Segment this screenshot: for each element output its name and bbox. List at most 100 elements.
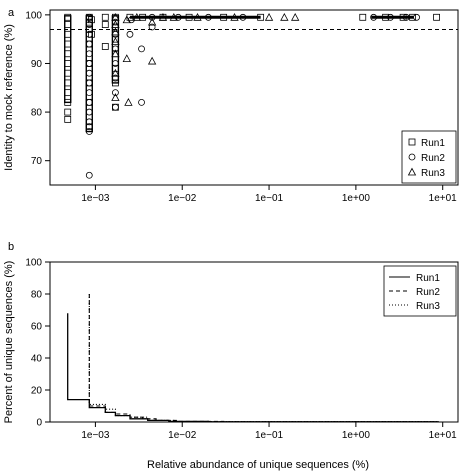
data-point-circle [239,13,247,21]
data-point-circle [85,98,93,106]
y-tick-label: 90 [31,59,43,70]
data-point-triangle [122,15,131,24]
data-point-circle [85,30,93,38]
data-point-square [64,79,72,87]
data-point-circle [85,118,93,126]
data-point-circle [85,21,93,28]
data-point-circle [85,171,93,179]
data-point-circle [85,89,93,97]
panel-a: a Identity to mock reference (%) 1e−03 1e−0… [3,7,459,204]
data-point-triangle [407,167,417,176]
y-axis-label: Percent of unique sequences (%) [3,261,15,424]
data-point-circle [413,13,420,21]
y-tick-label: 20 [31,386,43,397]
data-point-circle [370,13,378,21]
data-point-circle [85,123,93,131]
x-tick-label: 1e−03 [81,430,110,441]
data-point-square [101,13,109,21]
y-tick-label: 0 [36,418,42,429]
data-point-square [220,13,228,21]
legend-label: Run3 [421,168,445,179]
data-point-circle [112,103,119,111]
data-point-square [433,13,440,21]
data-point-square [112,35,119,43]
plot-frame [49,9,459,186]
data-point-circle [387,13,394,21]
data-point-circle [85,50,93,58]
data-point-circle [138,45,145,53]
data-point-triangle [264,12,274,21]
data-point-circle [112,60,119,67]
y-tick-label: 80 [31,108,43,119]
data-point-square [64,50,72,58]
data-point-triangle [122,54,131,63]
data-point-square [64,13,72,21]
data-point-triangle [280,12,289,21]
data-point-circle [85,108,93,116]
data-point-triangle [111,93,120,101]
y-axis-label: Identity to mock reference (%) [3,24,15,171]
data-point-square [64,40,72,48]
data-point-square [64,21,72,28]
data-point-circle [402,13,410,21]
panel-label: b [8,241,14,253]
data-point-circle [112,74,119,82]
x-tick-label: 1e−02 [168,430,197,441]
series-line-run3 [88,294,439,423]
data-point-triangle [193,12,202,21]
data-point-circle [148,23,156,31]
data-point-square [64,108,72,116]
data-point-square [85,26,93,33]
data-point-triangle [111,37,120,45]
data-point-square [112,79,119,87]
data-point-circle [85,60,93,67]
data-point-triangle [111,49,120,58]
data-point-square [64,30,72,38]
data-point-triangle [111,68,120,77]
x-tick-label: 1e+00 [342,430,371,441]
data-point-square [359,13,367,21]
data-point-triangle [124,98,133,106]
x-axis-label: Relative abundance of unique sequences (… [147,459,369,471]
data-point-circle [126,30,134,38]
data-point-square [101,43,109,50]
data-point-circle [408,153,416,161]
data-point-square [64,115,72,123]
y-tick-label: 70 [31,156,43,167]
data-point-square [185,13,193,21]
data-point-circle [148,13,156,21]
data-point-triangle [158,12,168,21]
x-tick-label: 1e−02 [168,193,197,204]
dense-point-cluster [64,15,72,104]
legend-box [401,130,457,184]
data-point-triangle [111,12,120,21]
data-point-square [85,18,93,26]
data-point-circle [204,13,212,21]
data-point-square [112,64,119,72]
data-point-square [399,13,407,21]
data-point-circle [85,69,93,77]
legend-label: Run2 [421,153,445,164]
data-point-square [139,13,147,21]
data-point-circle [112,18,119,26]
data-point-circle [85,13,93,21]
y-tick-label: 100 [25,10,42,21]
data-point-triangle [132,12,141,21]
panel-b: b Percent of unique sequences (%) 1e−03 1e−… [3,241,459,441]
data-point-triangle [111,27,120,36]
legend-label: Run2 [416,287,440,298]
data-point-circle [138,98,145,106]
x-tick-label: 1e+01 [429,193,458,204]
data-point-square [382,13,390,21]
y-tick-label: 40 [31,354,43,365]
data-point-circle [112,89,119,97]
data-point-circle [85,128,93,135]
x-tick-label: 1e−03 [81,193,110,204]
data-point-square [64,89,72,97]
y-tick-label: 60 [31,322,43,333]
data-point-triangle [111,20,120,28]
y-tick-label: 100 [25,258,42,269]
data-point-triangle [291,12,300,21]
data-point-square [88,30,95,38]
